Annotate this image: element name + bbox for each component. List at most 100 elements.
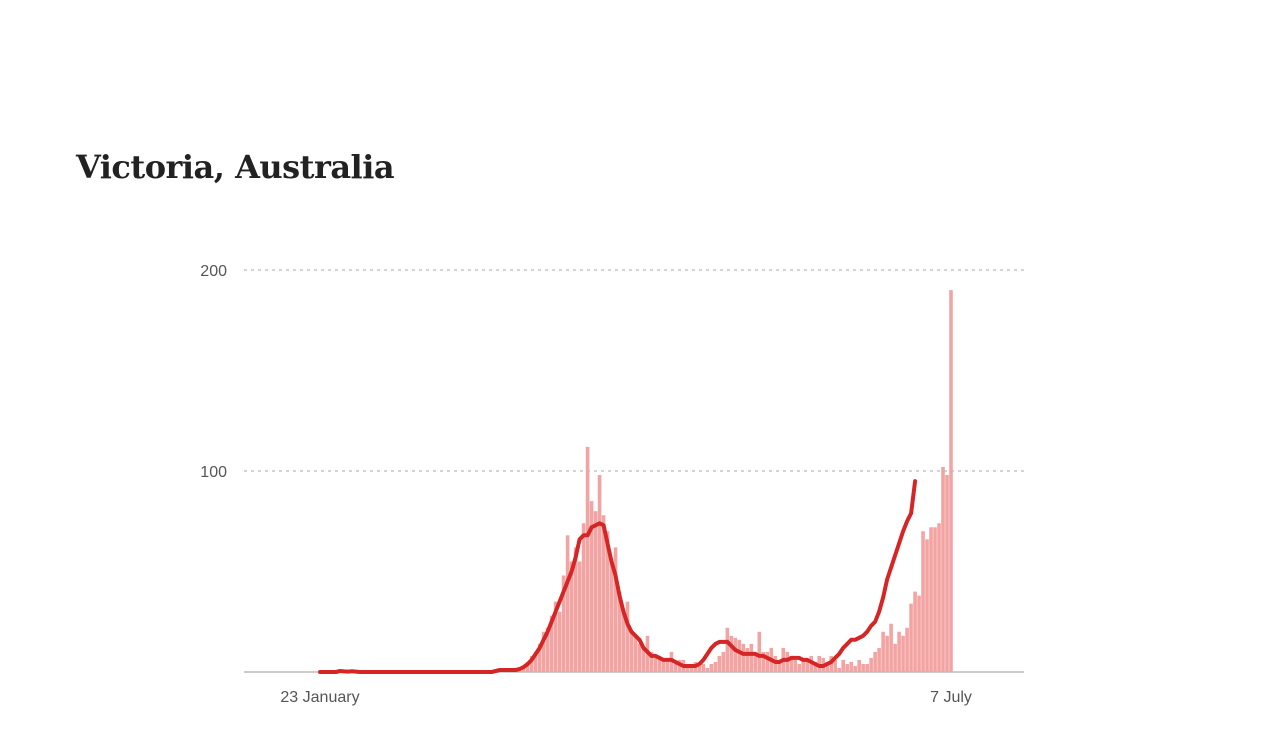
daily-bar <box>573 547 578 672</box>
daily-bar <box>637 643 642 672</box>
daily-bar <box>885 635 889 672</box>
daily-bar <box>761 651 766 672</box>
daily-bar <box>729 635 734 672</box>
daily-bar <box>833 659 837 672</box>
daily-bar <box>901 635 905 672</box>
daily-bar <box>861 663 865 672</box>
daily-bar <box>541 631 546 672</box>
daily-bar <box>709 663 714 672</box>
daily-bar <box>825 661 829 672</box>
chart-title: Victoria, Australia <box>76 148 395 186</box>
daily-bar <box>869 657 873 672</box>
daily-bar <box>933 527 937 672</box>
daily-bar <box>565 535 570 672</box>
moving-average-line <box>318 479 918 674</box>
daily-bar <box>785 651 790 672</box>
daily-bar <box>733 637 738 672</box>
daily-bar <box>673 663 678 672</box>
daily-bar <box>925 539 929 672</box>
daily-bar <box>545 627 550 672</box>
daily-bar <box>941 466 945 672</box>
daily-bar <box>741 643 746 672</box>
daily-bar <box>721 651 726 672</box>
daily-bar <box>849 661 853 672</box>
daily-bar <box>745 647 750 672</box>
daily-bar <box>737 639 742 672</box>
daily-bar <box>685 665 690 672</box>
daily-bar <box>757 631 762 672</box>
y-tick-label: 100 <box>200 464 227 481</box>
daily-bar <box>873 651 877 672</box>
daily-bar <box>557 611 562 672</box>
daily-bar <box>845 663 849 672</box>
daily-bar <box>801 659 806 672</box>
y-tick-label: 200 <box>200 263 227 280</box>
daily-bar <box>529 655 534 672</box>
daily-bar <box>877 647 881 672</box>
daily-bar <box>653 655 658 672</box>
daily-bar <box>569 561 574 672</box>
daily-bar <box>621 611 626 672</box>
daily-bar <box>909 603 913 672</box>
daily-bar <box>657 655 662 672</box>
gridlines <box>244 269 1024 472</box>
daily-bar <box>917 595 921 672</box>
daily-bar <box>553 601 558 672</box>
daily-bar <box>537 643 542 672</box>
daily-bar <box>525 661 530 672</box>
daily-bar <box>641 647 646 672</box>
daily-bar <box>897 631 901 672</box>
daily-bar <box>697 665 702 672</box>
daily-bar <box>593 511 598 672</box>
daily-bar <box>661 659 666 672</box>
daily-bar <box>533 651 538 672</box>
daily-bar <box>605 531 610 672</box>
daily-bar <box>789 655 794 672</box>
daily-bar <box>905 627 909 672</box>
daily-bar <box>753 655 758 672</box>
daily-bar <box>793 659 798 672</box>
daily-bar <box>857 659 861 672</box>
daily-bar <box>765 651 770 672</box>
daily-bar <box>921 531 925 672</box>
daily-bar <box>929 527 933 672</box>
daily-bar <box>629 631 634 672</box>
daily-bar <box>949 290 953 672</box>
daily-bar <box>625 601 630 672</box>
daily-bar <box>597 475 602 672</box>
daily-bar <box>581 523 586 672</box>
x-tick-label: 23 January <box>280 689 359 706</box>
daily-bar <box>813 661 818 672</box>
daily-bar <box>717 655 722 672</box>
daily-bar <box>705 667 710 672</box>
daily-bar <box>853 665 857 672</box>
daily-bar <box>689 667 694 672</box>
daily-bar <box>725 627 730 672</box>
daily-bar <box>633 635 638 672</box>
daily-bar <box>749 643 754 672</box>
daily-bar <box>837 667 841 672</box>
daily-bar <box>945 475 949 672</box>
daily-bar <box>613 547 618 672</box>
daily-bar <box>797 663 802 672</box>
x-tick-label: 7 July <box>930 689 972 706</box>
daily-bar <box>881 631 885 672</box>
axis-labels: 100 200 23 January 7 July <box>200 263 972 706</box>
daily-bar <box>577 561 582 672</box>
daily-bar <box>589 501 594 672</box>
daily-bar <box>549 615 554 672</box>
daily-bar <box>665 661 670 672</box>
daily-bar <box>601 515 606 672</box>
daily-bar <box>561 575 566 672</box>
daily-bar <box>841 659 845 672</box>
daily-bar <box>585 446 590 672</box>
daily-bar <box>913 591 917 672</box>
daily-bar <box>893 643 897 672</box>
daily-bar <box>937 523 941 672</box>
daily-bar <box>617 591 622 672</box>
daily-bars <box>338 290 953 672</box>
daily-bar <box>865 663 869 672</box>
daily-bar <box>713 661 718 672</box>
daily-bar <box>609 561 614 672</box>
